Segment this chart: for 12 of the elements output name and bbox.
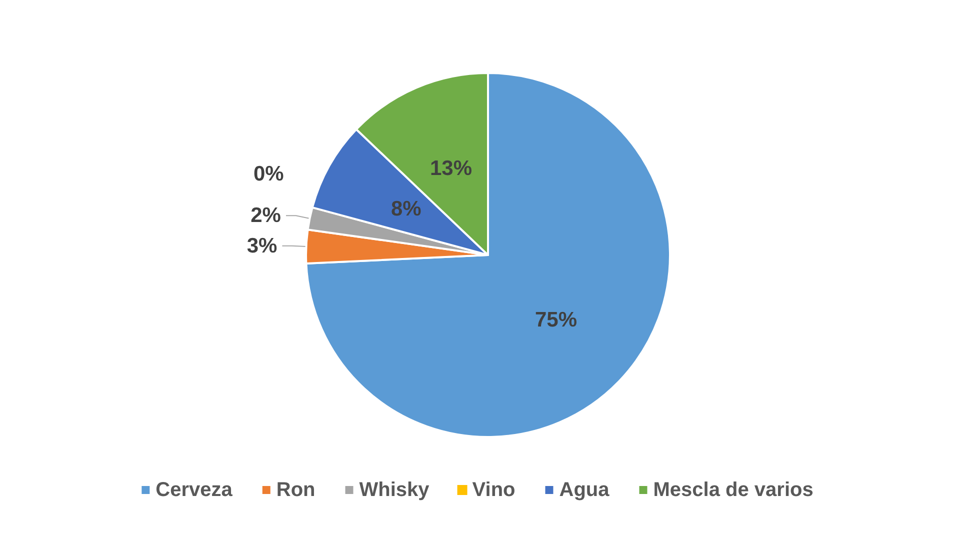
legend-label: Mescla de varios [653,479,814,501]
data-label: 3% [246,234,278,258]
legend-label: Vino [472,479,516,501]
data-label: 13% [430,157,472,180]
legend-label: Whisky [359,479,430,501]
legend-label: Agua [559,479,610,501]
data-label: 8% [390,197,422,220]
data-label: 75% [534,308,578,332]
data-label: 2% [250,204,282,228]
legend-label: Ron [276,479,316,501]
text: 0% [253,162,284,186]
legend-label: Cerveza [156,479,234,501]
